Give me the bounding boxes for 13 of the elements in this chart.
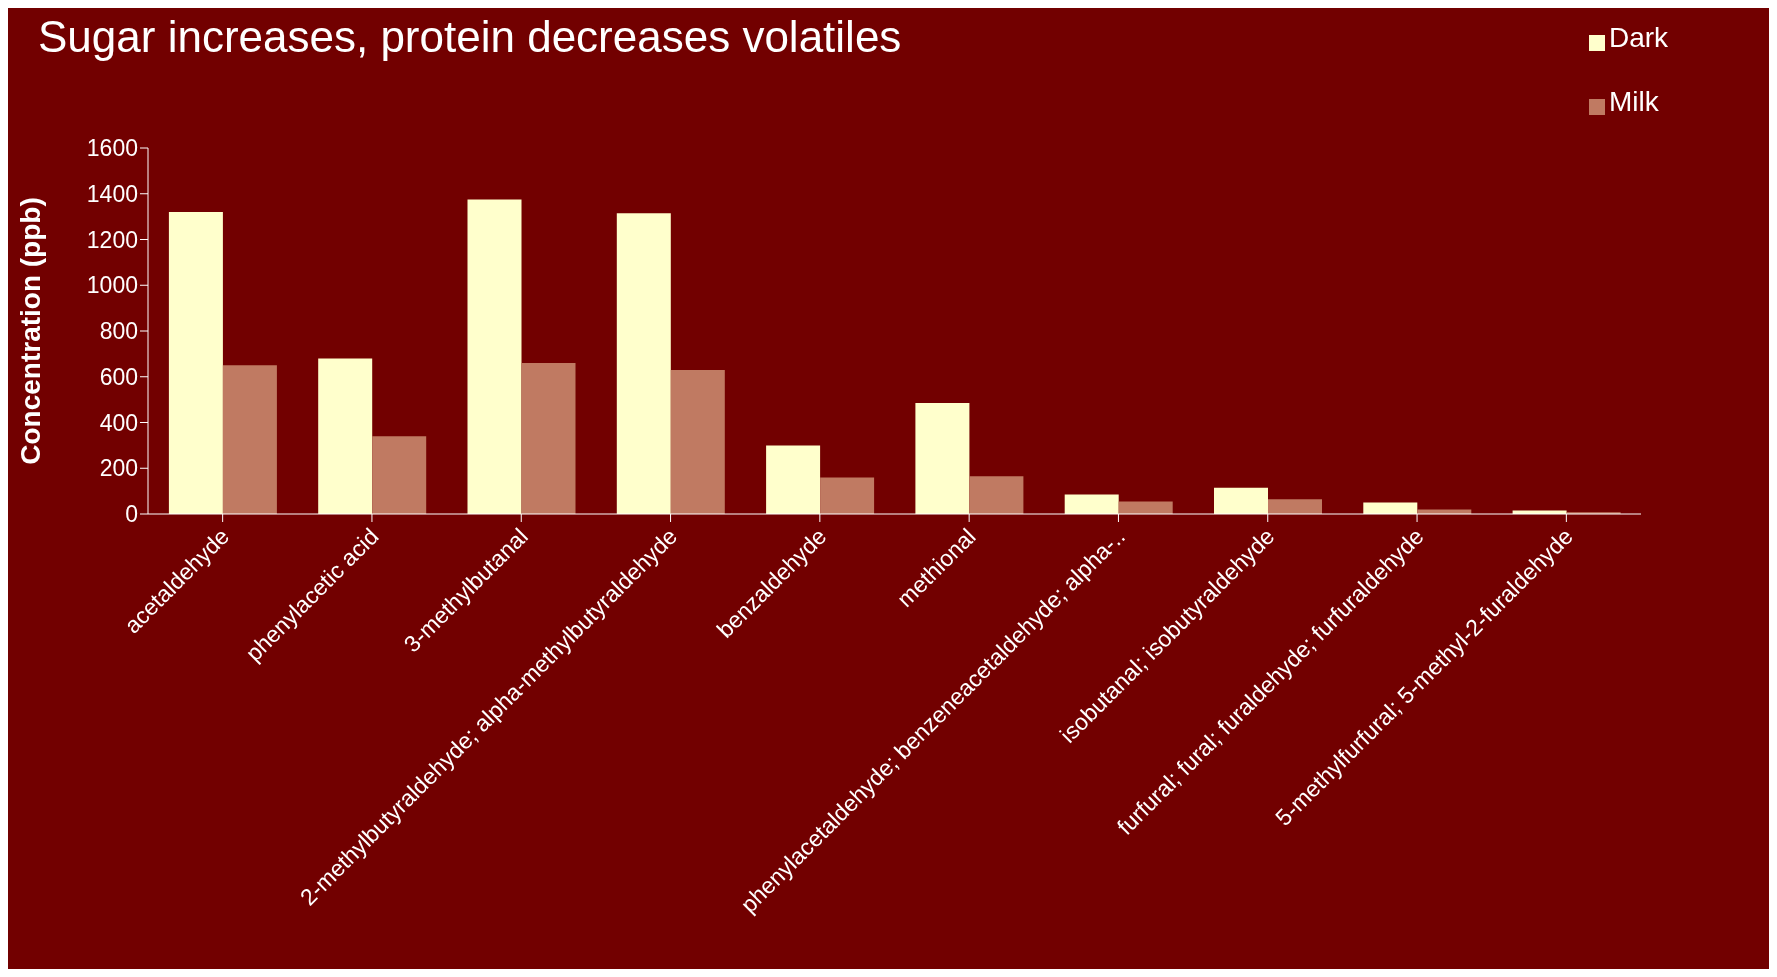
y-tick-label: 0 [125, 501, 138, 528]
y-tick-label: 200 [99, 455, 138, 482]
y-tick-label: 1200 [86, 226, 138, 253]
legend-label: Dark [1609, 22, 1669, 53]
y-tick-label: 400 [99, 409, 138, 436]
legend-label: Milk [1609, 86, 1659, 117]
y-tick-label: 1400 [86, 180, 138, 207]
y-axis-title: Concentration (ppb) [14, 197, 46, 465]
y-tick-label: 800 [99, 318, 138, 345]
y-tick-label: 1000 [86, 272, 138, 299]
y-tick-label: 600 [99, 363, 138, 390]
chart-title: Sugar increases, protein decreases volatiles [38, 12, 902, 62]
y-tick-label: 1600 [86, 135, 138, 162]
